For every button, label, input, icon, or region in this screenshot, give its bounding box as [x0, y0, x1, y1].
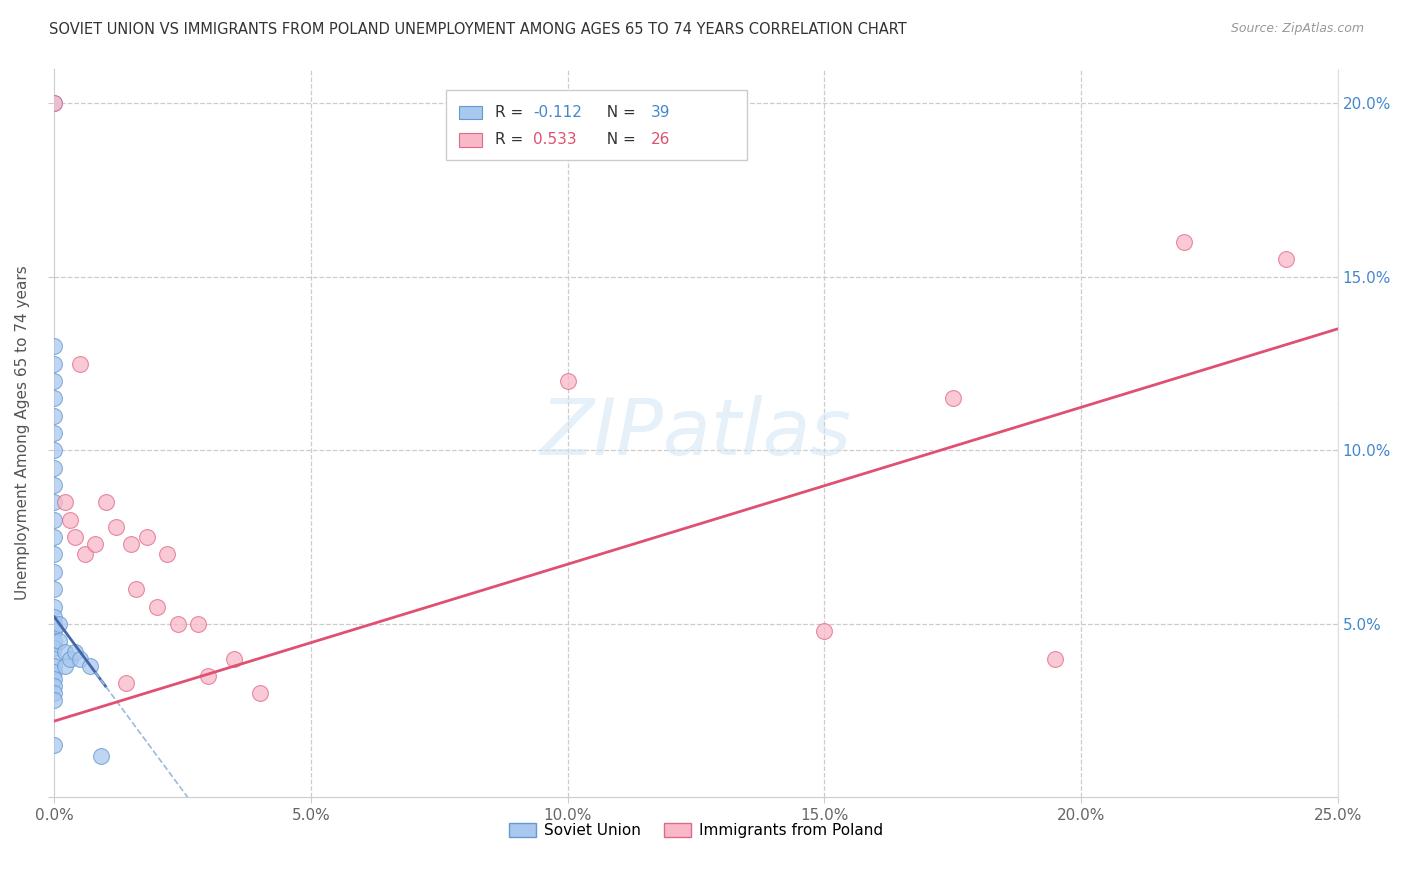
Y-axis label: Unemployment Among Ages 65 to 74 years: Unemployment Among Ages 65 to 74 years — [15, 266, 30, 600]
Point — [44, 679, 66, 693]
Point — [942, 391, 965, 405]
Point — [44, 495, 66, 509]
Point — [44, 409, 66, 423]
Point — [135, 530, 157, 544]
Point — [197, 669, 219, 683]
Point — [125, 582, 148, 597]
Point — [44, 391, 66, 405]
Point — [89, 748, 111, 763]
Point — [120, 537, 142, 551]
Point — [249, 686, 271, 700]
Text: Source: ZipAtlas.com: Source: ZipAtlas.com — [1230, 22, 1364, 36]
Point — [146, 599, 169, 614]
Text: N =: N = — [598, 132, 641, 147]
Point — [557, 374, 579, 388]
Point — [44, 530, 66, 544]
Point — [156, 548, 179, 562]
Point — [115, 676, 138, 690]
Text: SOVIET UNION VS IMMIGRANTS FROM POLAND UNEMPLOYMENT AMONG AGES 65 TO 74 YEARS CO: SOVIET UNION VS IMMIGRANTS FROM POLAND U… — [49, 22, 907, 37]
Text: -0.112: -0.112 — [533, 104, 582, 120]
Point — [44, 658, 66, 673]
Point — [813, 624, 835, 638]
Point — [44, 374, 66, 388]
Point — [53, 645, 76, 659]
Point — [44, 686, 66, 700]
Point — [44, 425, 66, 440]
FancyBboxPatch shape — [458, 105, 482, 119]
Point — [44, 610, 66, 624]
Point — [44, 96, 66, 111]
Point — [44, 673, 66, 687]
Text: 39: 39 — [651, 104, 671, 120]
Point — [63, 645, 86, 659]
Point — [187, 616, 209, 631]
Point — [69, 357, 91, 371]
Point — [69, 651, 91, 665]
Point — [44, 693, 66, 707]
Point — [44, 513, 66, 527]
Point — [104, 519, 127, 533]
Point — [44, 96, 66, 111]
Point — [44, 565, 66, 579]
Point — [44, 624, 66, 638]
Text: 0.533: 0.533 — [533, 132, 576, 147]
Point — [44, 357, 66, 371]
Point — [1173, 235, 1195, 249]
Point — [44, 443, 66, 458]
Text: N =: N = — [598, 104, 641, 120]
Point — [166, 616, 188, 631]
Point — [1275, 252, 1298, 267]
FancyBboxPatch shape — [446, 90, 748, 160]
Point — [63, 530, 86, 544]
Point — [44, 599, 66, 614]
Point — [94, 495, 117, 509]
Point — [1045, 651, 1067, 665]
Point — [44, 634, 66, 648]
Point — [44, 339, 66, 353]
Point — [222, 651, 245, 665]
Point — [53, 495, 76, 509]
Point — [44, 641, 66, 656]
Point — [44, 665, 66, 680]
Point — [44, 651, 66, 665]
FancyBboxPatch shape — [458, 134, 482, 146]
Point — [44, 739, 66, 753]
Point — [44, 548, 66, 562]
Point — [44, 616, 66, 631]
Text: R =: R = — [495, 104, 527, 120]
Point — [44, 478, 66, 492]
Text: 26: 26 — [651, 132, 671, 147]
Point — [44, 582, 66, 597]
Point — [59, 651, 82, 665]
Text: R =: R = — [495, 132, 527, 147]
Point — [59, 513, 82, 527]
Point — [79, 658, 101, 673]
Point — [48, 634, 70, 648]
Legend: Soviet Union, Immigrants from Poland: Soviet Union, Immigrants from Poland — [503, 817, 889, 845]
Point — [44, 460, 66, 475]
Point — [48, 616, 70, 631]
Text: ZIPatlas: ZIPatlas — [540, 395, 852, 471]
Point — [84, 537, 107, 551]
Point — [53, 658, 76, 673]
Point — [75, 548, 97, 562]
